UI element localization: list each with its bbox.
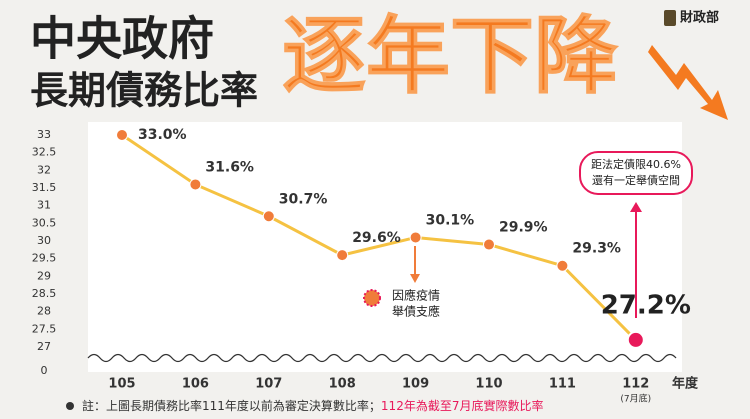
y-tick-label: 29.5 xyxy=(32,252,57,265)
headline: 逐年下降 xyxy=(282,7,618,105)
annotation-arrowhead xyxy=(410,274,420,283)
y-tick-label: 31.5 xyxy=(32,181,57,194)
x-tick-note: (7月底) xyxy=(620,393,651,405)
annotation-box xyxy=(579,151,693,195)
annotation: 距法定債限40.6% xyxy=(591,157,681,171)
annotation: 因應疫情 xyxy=(392,288,440,303)
y-tick-label: 0 xyxy=(41,364,48,377)
y-tick-label: 27.5 xyxy=(32,322,57,335)
down-arrow xyxy=(648,45,728,120)
y-tick-label: 30 xyxy=(37,234,51,247)
value-label: 27.2% xyxy=(601,290,691,320)
value-label: 33.0% xyxy=(138,127,187,143)
marker xyxy=(336,249,349,262)
marker xyxy=(262,210,275,223)
annotation: 舉債支應 xyxy=(392,304,440,319)
logo: 財政部 xyxy=(679,10,719,26)
x-tick-label: 105 xyxy=(108,377,135,392)
logo-icon xyxy=(664,10,676,26)
y-tick-label: 28.5 xyxy=(32,287,57,300)
value-label: 29.9% xyxy=(499,220,548,236)
footnote-text: 112年為截至7月底實際數比率 xyxy=(381,398,544,413)
x-tick-label: 110 xyxy=(475,377,502,392)
value-label: 30.1% xyxy=(426,212,475,228)
y-tick-label: 32.5 xyxy=(32,146,57,159)
y-tick-label: 29 xyxy=(37,269,51,282)
x-tick-label: 107 xyxy=(255,377,282,392)
marker xyxy=(483,238,495,251)
annotation-arrowhead xyxy=(630,202,642,212)
title-line: 中央政府 xyxy=(30,12,214,66)
footnote-bullet xyxy=(66,402,74,410)
line xyxy=(121,133,637,341)
value-label: 29.3% xyxy=(572,241,621,257)
x-tick-label: 109 xyxy=(402,377,429,392)
x-tick-label: 111 xyxy=(549,377,576,392)
marker xyxy=(626,330,645,349)
value-label: 31.6% xyxy=(205,159,254,175)
x-tick-label: 112 xyxy=(622,377,649,392)
marker xyxy=(409,231,422,244)
virus-icon xyxy=(363,289,381,307)
footnote: 註：上圖長期債務比率111年度以前為審定決算數比率；112年為截至7月底實際數比… xyxy=(82,398,543,413)
y-tick-label: 28 xyxy=(37,305,51,318)
x-tick-label: 106 xyxy=(182,377,209,392)
x-tick-label: 108 xyxy=(329,377,356,392)
y-tick-label: 30.5 xyxy=(32,216,57,229)
y-tick-label: 27 xyxy=(37,340,51,353)
y-tick-label: 32 xyxy=(37,163,51,176)
x-axis-label: 年度 xyxy=(672,376,699,392)
value-label: 29.6% xyxy=(352,230,401,246)
value-label: 30.7% xyxy=(279,191,328,207)
footnote-text: 註：上圖長期債務比率111年度以前為審定決算數比率； xyxy=(82,398,381,413)
y-tick-label: 33 xyxy=(37,128,51,141)
annotation: 還有一定舉債空間 xyxy=(592,173,680,187)
title-line: 長期債務比率 xyxy=(30,69,258,113)
marker xyxy=(116,129,128,141)
y-tick-label: 31 xyxy=(37,199,51,212)
marker xyxy=(556,259,569,272)
axis-break xyxy=(87,353,677,363)
marker xyxy=(189,178,202,191)
